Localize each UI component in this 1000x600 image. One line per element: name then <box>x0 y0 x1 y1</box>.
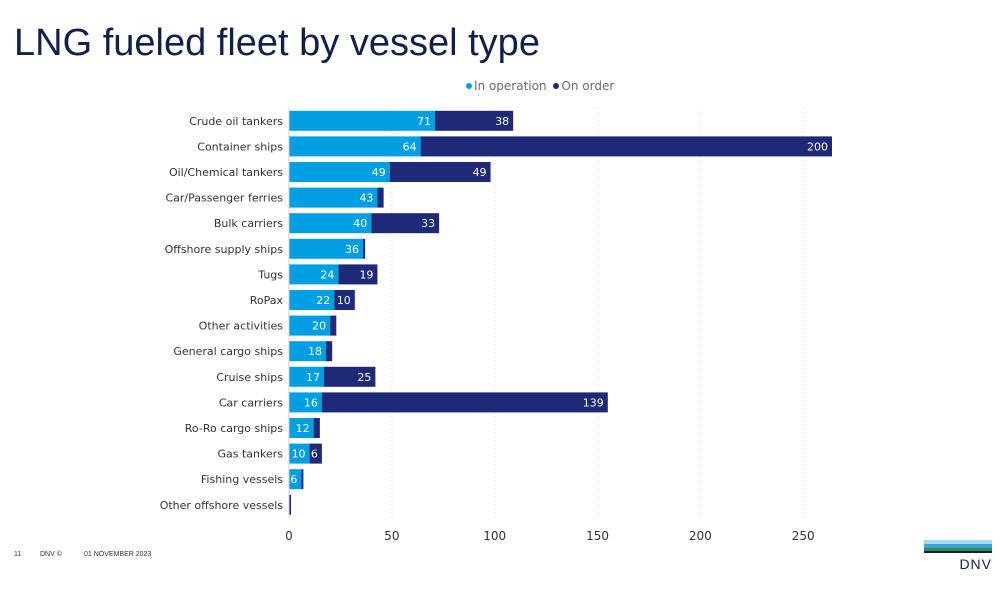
y-category-label: Car carriers <box>219 396 283 409</box>
y-category-label: Fishing vessels <box>201 473 283 486</box>
bar-on-order <box>301 469 304 490</box>
y-category-label: Cruise ships <box>216 371 283 384</box>
legend-label-on-order: On order <box>561 79 615 93</box>
bar-in-operation <box>289 341 327 362</box>
y-category-label: General cargo ships <box>173 345 283 358</box>
y-category-label: Other offshore vessels <box>160 499 284 512</box>
y-category-label: Crude oil tankers <box>189 115 283 128</box>
data-label-on-order: 200 <box>807 140 828 153</box>
bar-in-operation <box>289 162 390 182</box>
x-tick-label: 250 <box>792 529 815 543</box>
bar-in-operation <box>289 238 364 259</box>
data-label-on-order: 10 <box>337 294 351 307</box>
legend-label-in-operation: In operation <box>474 79 547 93</box>
bar-in-operation <box>289 418 314 438</box>
data-label-in-operation: 24 <box>320 268 334 281</box>
bar-in-operation <box>289 136 421 157</box>
bar-on-order <box>420 136 832 157</box>
chart-legend: In operation On order <box>466 79 617 93</box>
legend-dot-on-order <box>553 82 560 89</box>
page-title: LNG fueled fleet by vessel type <box>14 22 540 64</box>
bar-on-order <box>323 366 376 387</box>
logo-band-green <box>924 548 992 551</box>
y-category-label: Bulk carriers <box>214 217 283 230</box>
copyright-text: DNV © <box>40 551 62 558</box>
bar-in-operation <box>289 443 310 464</box>
bar-on-order <box>389 162 491 182</box>
y-category-label: Offshore supply ships <box>165 243 284 256</box>
logo-wordmark: DNV <box>959 556 992 572</box>
bar-on-order <box>334 290 355 310</box>
x-tick-label: 0 <box>285 529 293 543</box>
bar-on-order <box>363 238 366 259</box>
data-label-on-order: 33 <box>421 217 435 230</box>
x-tick-label: 100 <box>483 529 506 543</box>
x-tick-label: 50 <box>384 529 399 543</box>
data-label-on-order: 38 <box>495 115 509 128</box>
bar-in-operation <box>289 264 339 285</box>
data-label-in-operation: 10 <box>292 448 306 461</box>
bar-in-operation <box>289 469 302 490</box>
data-label-in-operation: 43 <box>359 192 373 205</box>
y-category-label: RoPax <box>250 294 284 307</box>
data-label-on-order: 19 <box>359 268 373 281</box>
data-label-in-operation: 20 <box>312 320 326 333</box>
legend-dot-in-operation <box>466 82 472 89</box>
bar-chart: 0 50 100 150 200 250 Crude oil tankers 71 38 Cont… <box>160 108 832 543</box>
bar-in-operation <box>289 110 436 131</box>
bar-on-order <box>326 341 333 362</box>
bar-in-operation <box>289 290 335 310</box>
data-label-in-operation: 36 <box>345 243 359 256</box>
y-category-label: Other activities <box>199 320 284 333</box>
bar-in-operation <box>289 213 372 234</box>
x-tick-label: 150 <box>586 529 609 543</box>
data-label-in-operation: 49 <box>372 166 386 179</box>
y-category-label: Gas tankers <box>217 448 283 461</box>
bar-in-operation <box>289 366 324 387</box>
data-label-in-operation: 17 <box>306 371 320 384</box>
y-category-label: Container ships <box>197 140 283 153</box>
bar-on-order <box>309 443 322 464</box>
data-label-in-operation: 40 <box>353 217 367 230</box>
data-label-on-order: 49 <box>473 166 487 179</box>
logo-band-mid <box>924 544 992 548</box>
data-label-in-operation: 64 <box>403 140 417 153</box>
bar-in-operation <box>289 315 331 336</box>
data-label-in-operation: 6 <box>290 473 297 486</box>
data-label-in-operation: 22 <box>316 294 330 307</box>
y-category-label: Ro-Ro cargo ships <box>185 422 283 435</box>
bar-on-order <box>435 110 514 131</box>
bar-on-order <box>289 494 292 515</box>
data-label-in-operation: 18 <box>308 345 322 358</box>
bar-in-operation <box>289 187 378 208</box>
legend-item-on-order[interactable]: On order <box>553 79 614 93</box>
bar-on-order <box>313 418 320 438</box>
y-category-label: Tugs <box>257 268 283 281</box>
bar-on-order <box>377 187 384 208</box>
bar-on-order <box>330 315 337 336</box>
y-category-label: Oil/Chemical tankers <box>169 166 283 179</box>
data-label-in-operation: 71 <box>417 115 431 128</box>
data-label-on-order: 6 <box>311 448 318 461</box>
bar-on-order <box>321 392 608 413</box>
x-tick-label: 200 <box>689 529 712 543</box>
bar-on-order <box>338 264 378 285</box>
legend-item-in-operation[interactable]: In operation <box>466 79 547 93</box>
logo-band-light <box>924 540 992 544</box>
dnv-logo: DNV <box>924 540 992 576</box>
date-text: 01 NOVEMBER 2023 <box>84 551 152 558</box>
data-label-in-operation: 16 <box>304 396 318 409</box>
bar-on-order <box>371 213 440 234</box>
data-label-on-order: 25 <box>357 371 371 384</box>
page-number: 11 <box>14 551 22 558</box>
logo-band-dark <box>924 551 992 553</box>
data-label-on-order: 139 <box>583 396 604 409</box>
bar-in-operation <box>289 392 322 413</box>
y-category-label: Car/Passenger ferries <box>165 192 283 205</box>
data-label-in-operation: 12 <box>296 422 310 435</box>
